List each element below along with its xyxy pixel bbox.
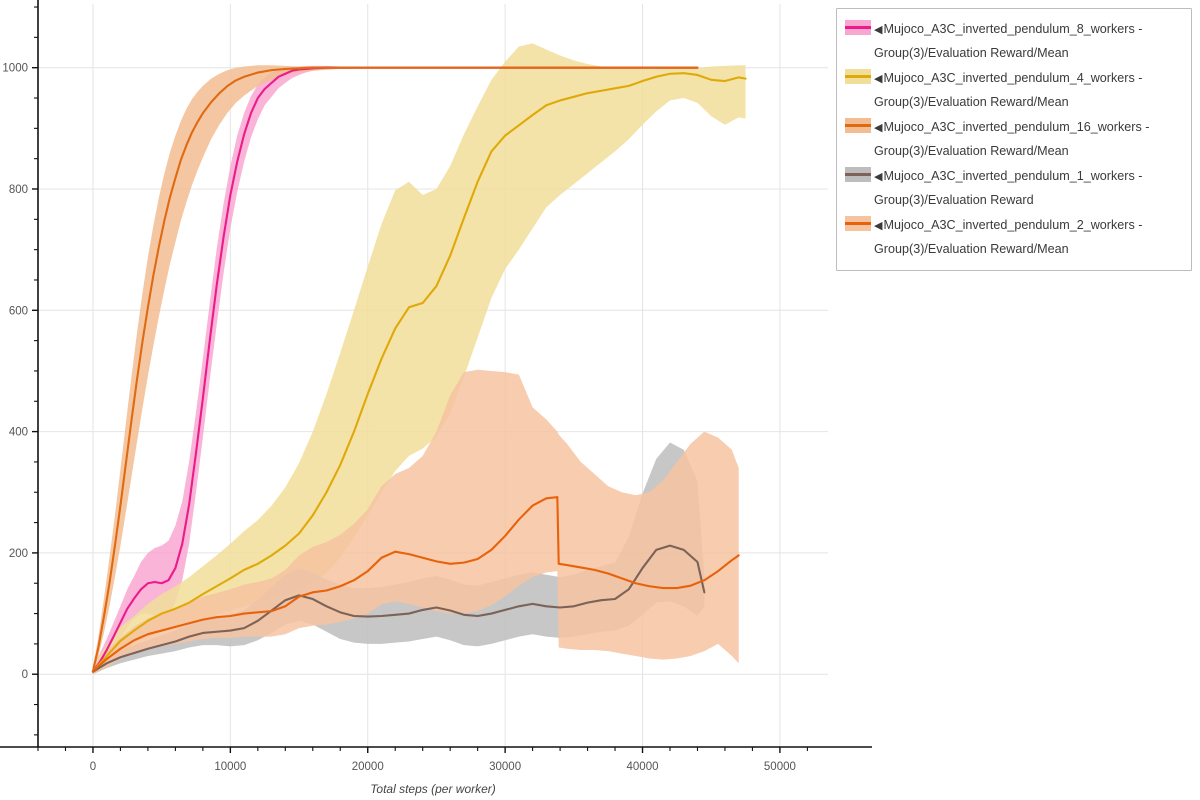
axis-ticks	[32, 6, 808, 753]
y-tick-label: 200	[9, 548, 28, 560]
x-tick-label: 10000	[214, 761, 246, 773]
legend-label-text: Mujoco_A3C_inverted_pendulum_16_workers …	[874, 120, 1153, 158]
series-line-1_workers	[91, 544, 706, 673]
legend-swatch-icon	[845, 69, 871, 84]
legend-label-text: Mujoco_A3C_inverted_pendulum_8_workers -…	[874, 22, 1146, 60]
collapse-arrow-icon[interactable]: ◀	[874, 171, 883, 183]
legend-item[interactable]: ◀Mujoco_A3C_inverted_pendulum_8_workers …	[845, 18, 1181, 65]
legend-item[interactable]: ◀Mujoco_A3C_inverted_pendulum_1_workers …	[845, 165, 1181, 212]
axis-spines	[0, 0, 872, 748]
legend-swatch-icon	[845, 118, 871, 133]
x-tick-label: 50000	[764, 761, 796, 773]
collapse-arrow-icon[interactable]: ◀	[874, 122, 883, 134]
collapse-arrow-icon[interactable]: ◀	[874, 24, 883, 36]
legend-line-swatch	[845, 173, 871, 176]
y-tick-label: 800	[9, 184, 28, 196]
legend-label: ◀Mujoco_A3C_inverted_pendulum_1_workers …	[874, 165, 1181, 212]
legend-item[interactable]: ◀Mujoco_A3C_inverted_pendulum_16_workers…	[845, 116, 1181, 163]
legend-swatch-icon	[845, 216, 871, 231]
legend-label: ◀Mujoco_A3C_inverted_pendulum_2_workers …	[874, 214, 1181, 261]
series-line-2_workers	[91, 496, 740, 673]
legend-label-text: Mujoco_A3C_inverted_pendulum_1_workers -…	[874, 169, 1146, 207]
y-tick-label: 400	[9, 427, 28, 439]
series-line-4_workers	[91, 72, 747, 673]
y-tick-label: 600	[9, 305, 28, 317]
legend-line-swatch	[845, 26, 871, 29]
legend-label: ◀Mujoco_A3C_inverted_pendulum_4_workers …	[874, 67, 1181, 114]
legend-line-swatch	[845, 222, 871, 225]
legend-label: ◀Mujoco_A3C_inverted_pendulum_16_workers…	[874, 116, 1181, 163]
legend-item[interactable]: ◀Mujoco_A3C_inverted_pendulum_4_workers …	[845, 67, 1181, 114]
x-tick-label: 40000	[627, 761, 659, 773]
legend-line-swatch	[845, 75, 871, 78]
collapse-arrow-icon[interactable]: ◀	[874, 73, 883, 85]
legend-line-swatch	[845, 124, 871, 127]
y-tick-label: 0	[22, 669, 28, 681]
series-lines	[91, 66, 747, 673]
series-bands	[92, 43, 746, 675]
x-axis-title: Total steps (per worker)	[370, 782, 496, 796]
confidence-band-4_workers	[92, 43, 746, 675]
legend-item[interactable]: ◀Mujoco_A3C_inverted_pendulum_2_workers …	[845, 214, 1181, 261]
x-tick-label: 30000	[489, 761, 521, 773]
x-tick-label: 20000	[352, 761, 384, 773]
legend-label: ◀Mujoco_A3C_inverted_pendulum_8_workers …	[874, 18, 1181, 65]
confidence-band-2_workers	[92, 369, 739, 675]
collapse-arrow-icon[interactable]: ◀	[874, 220, 883, 232]
x-tick-label: 0	[90, 761, 96, 773]
legend-label-text: Mujoco_A3C_inverted_pendulum_4_workers -…	[874, 71, 1146, 109]
legend[interactable]: ◀Mujoco_A3C_inverted_pendulum_8_workers …	[836, 8, 1192, 271]
series-line-16_workers	[91, 66, 699, 673]
legend-swatch-icon	[845, 167, 871, 182]
legend-swatch-icon	[845, 20, 871, 35]
y-tick-label: 1000	[2, 63, 28, 75]
legend-label-text: Mujoco_A3C_inverted_pendulum_2_workers -…	[874, 218, 1146, 256]
